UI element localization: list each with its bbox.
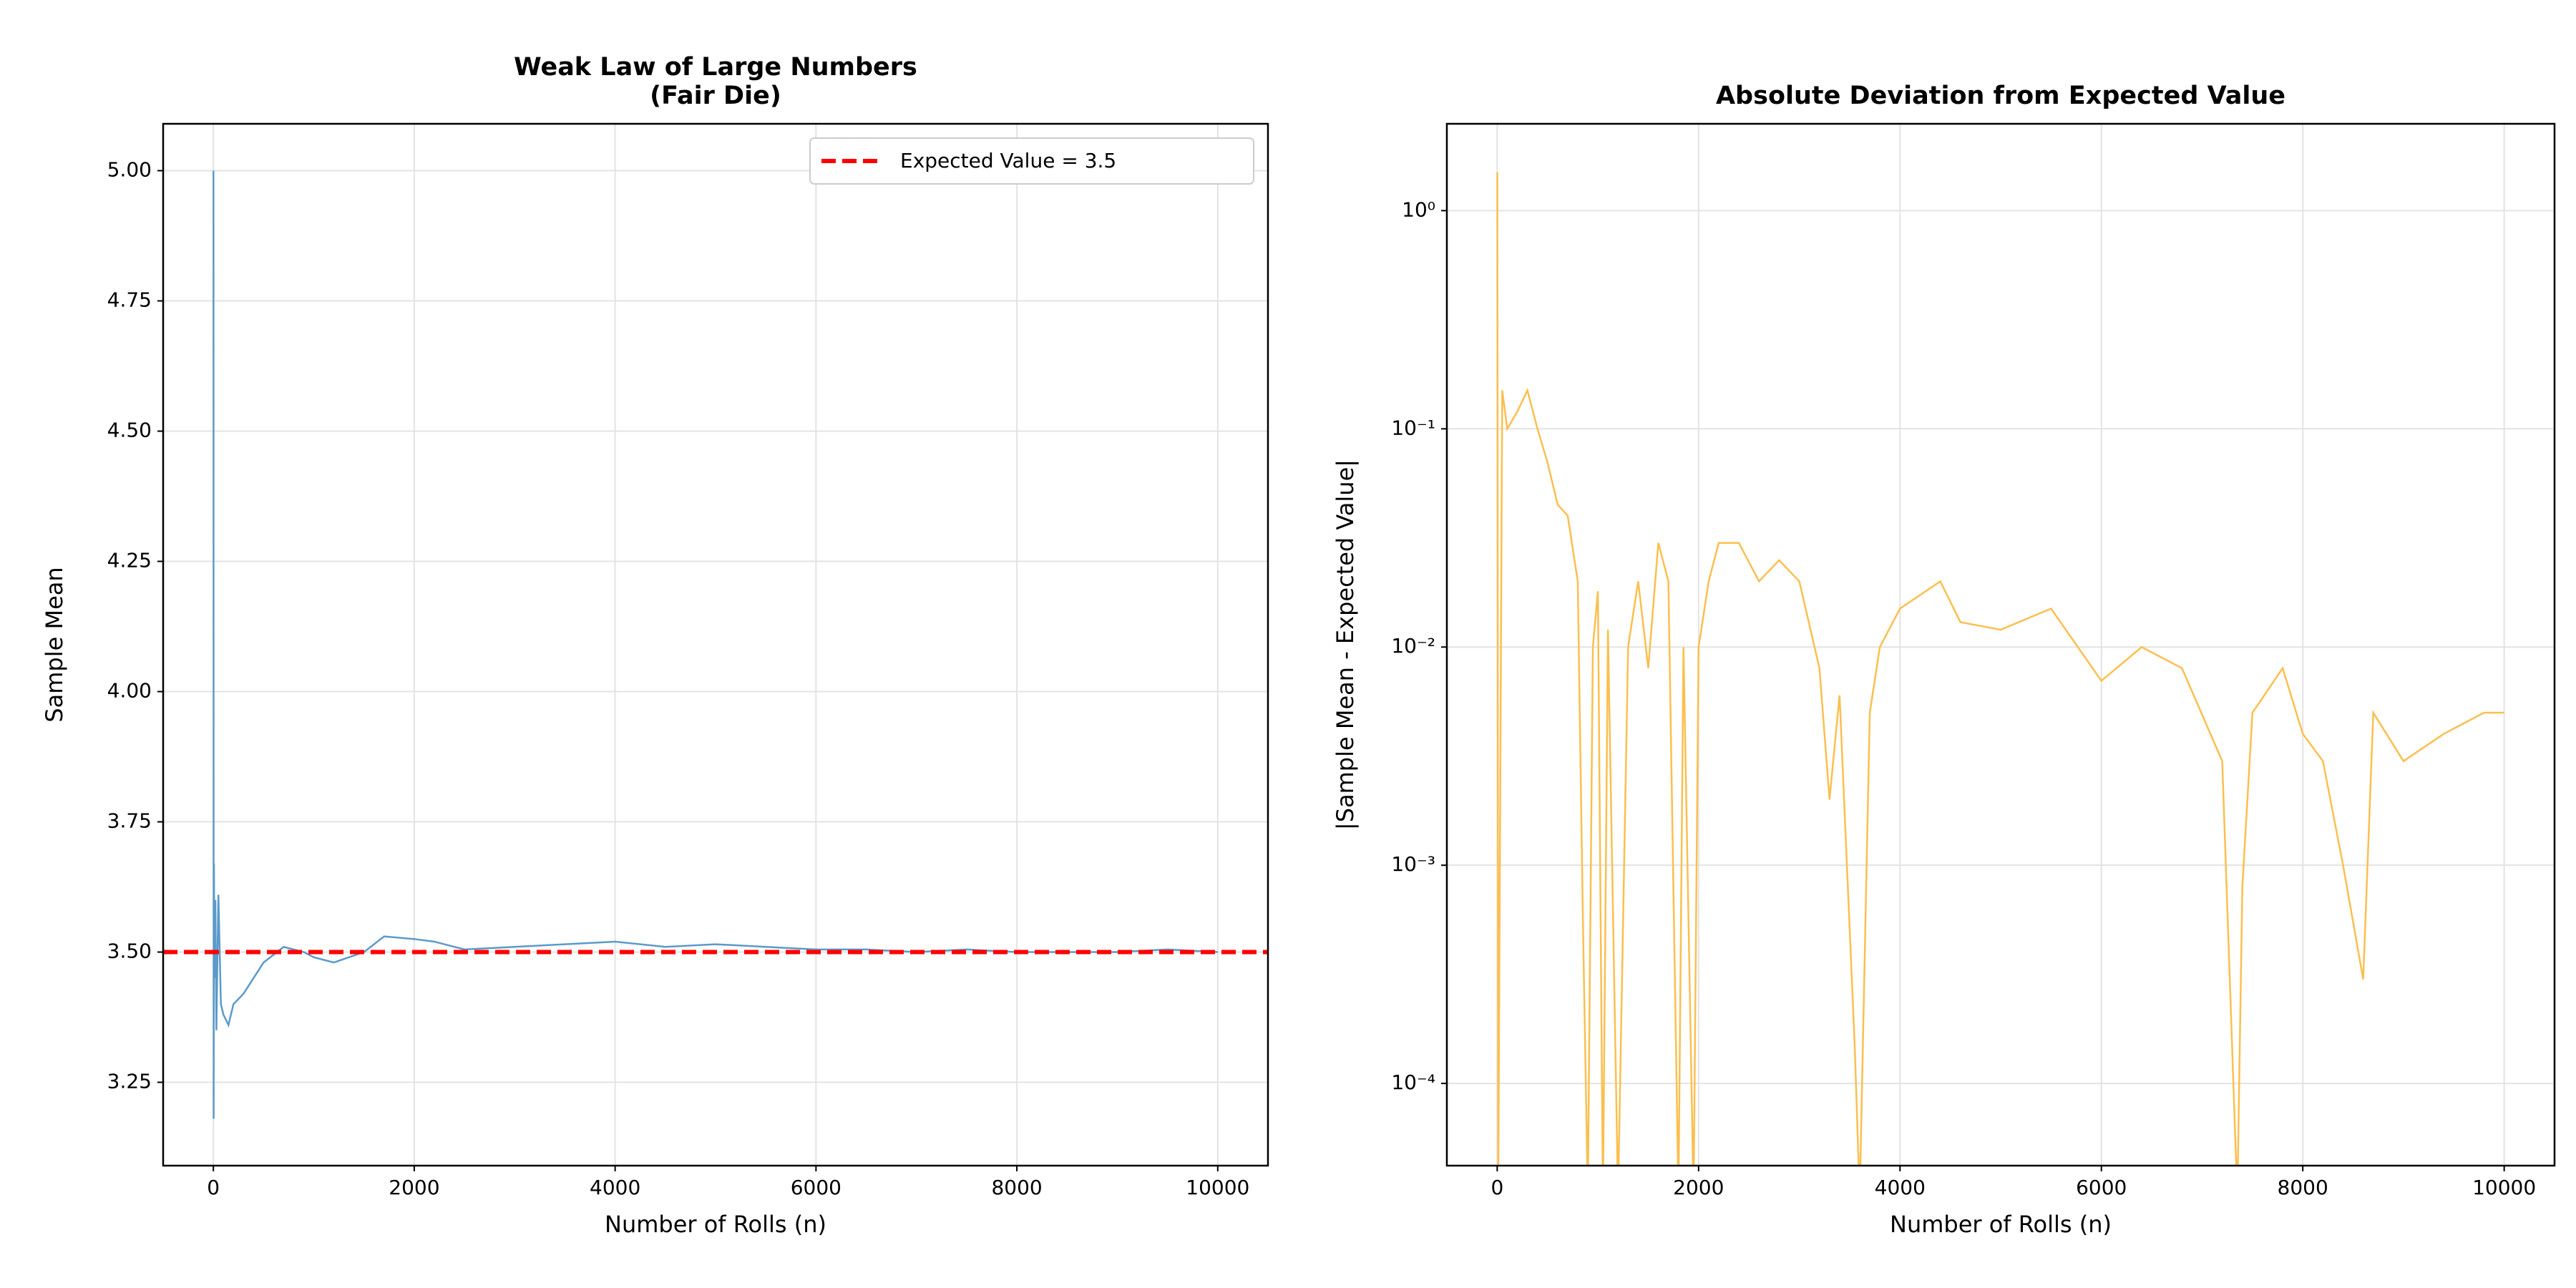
chart-title: Weak Law of Large Numbers [514,53,917,82]
y-tick-label: 10⁻⁴ [1391,1070,1435,1094]
chart: 0 2000 4000 6000 8000 10000 10⁻⁴ 10⁻³ 10⁻² 10⁻¹ 10… [1332,82,2556,1238]
y-tick-label: 10⁻³ [1391,852,1435,876]
x-tick-label: 2000 [389,1176,439,1199]
chart-title: Absolute Deviation from Expected Value [1716,82,2285,110]
y-tick-label: 5.00 [107,158,152,182]
data-line [213,170,1218,1119]
x-tick-label: 0 [207,1176,220,1199]
y-tick-label: 10⁻² [1391,634,1435,658]
x-axis-label: Number of Rolls (n) [1890,1211,2112,1238]
axes-frame [1445,122,2556,1167]
x-tick-label: 10000 [1186,1176,1249,1199]
chart: 0 2000 4000 6000 8000 10000 3.25 3.50 3.75 4.00 4.… [41,53,1269,1238]
axes-frame [162,122,1269,1167]
y-tick-label: 4.00 [107,679,152,703]
y-axis-label: |Sample Mean - Expected Value| [1332,459,1359,830]
x-tick-label: 6000 [2076,1176,2127,1199]
y-tick-label: 3.75 [107,809,152,833]
x-tick-label: 4000 [590,1176,640,1199]
x-axis-label: Number of Rolls (n) [605,1211,826,1238]
legend-label: Expected Value = 3.5 [900,149,1116,172]
x-tick-label: 8000 [2278,1176,2328,1199]
data-line [1496,172,2504,1166]
x-tick-label: 2000 [1673,1176,1724,1199]
y-tick-label: 4.50 [107,419,152,442]
y-tick-label: 10⁰ [1402,197,1435,221]
x-tick-label: 0 [1491,1176,1503,1199]
x-tick-label: 8000 [991,1176,1042,1199]
y-tick-label: 3.25 [107,1070,152,1093]
y-tick-label: 4.25 [107,549,152,572]
legend-box [809,137,1254,185]
y-tick-label: 3.50 [107,940,152,963]
x-tick-label: 6000 [791,1176,841,1199]
chart-title: (Fair Die) [650,82,781,110]
x-tick-label: 10000 [2472,1176,2536,1199]
y-tick-label: 4.75 [107,288,152,312]
y-axis-label: Sample Mean [41,567,68,722]
x-tick-label: 4000 [1875,1176,1926,1199]
y-tick-label: 10⁻¹ [1391,416,1435,439]
